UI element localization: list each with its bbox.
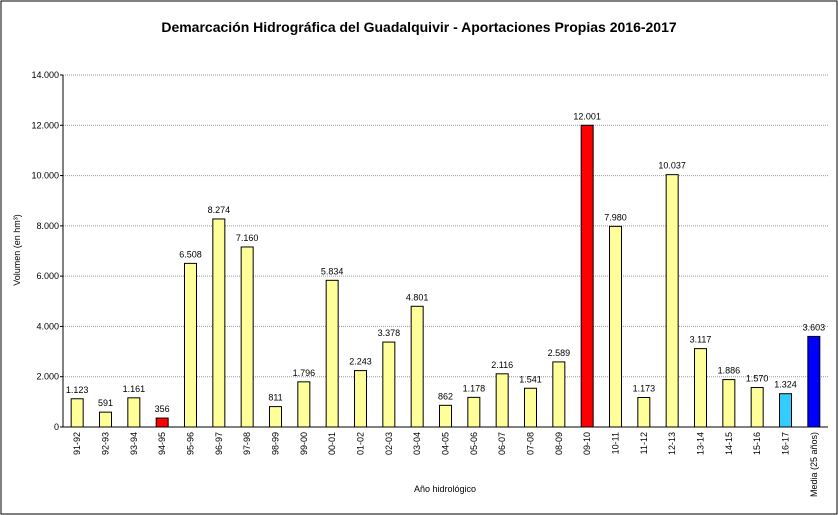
y-tick-label: 4.000 — [36, 321, 59, 331]
x-tick-label: 14-15 — [724, 432, 734, 455]
value-label: 1.796 — [293, 368, 316, 378]
y-tick-label: 6.000 — [36, 271, 59, 281]
bar — [694, 348, 707, 428]
value-label: 1.161 — [123, 384, 146, 394]
bar — [155, 417, 169, 428]
x-tick-label: 95-96 — [186, 432, 196, 455]
x-tick-label: 01-02 — [356, 432, 366, 455]
value-label: 6.508 — [179, 249, 202, 259]
bar — [70, 398, 84, 428]
x-tick-label: 03-04 — [412, 432, 422, 455]
value-label: 10.037 — [658, 161, 686, 171]
bar — [779, 393, 792, 428]
x-tick-label: Media (25 años) — [809, 432, 819, 497]
x-tick-label: 00-01 — [327, 432, 337, 455]
value-label: 3.603 — [803, 322, 826, 332]
value-label: 1.123 — [66, 385, 89, 395]
value-label: 1.324 — [774, 380, 797, 390]
bar — [325, 279, 339, 428]
bar — [382, 341, 396, 428]
x-tick-label: 96-97 — [214, 432, 224, 455]
bar — [240, 246, 254, 428]
x-tick-label: 12-13 — [667, 432, 677, 455]
x-tick-label: 15-16 — [752, 432, 762, 455]
bar — [269, 406, 282, 428]
x-tick-label: 13-14 — [696, 432, 706, 455]
bar — [354, 370, 367, 428]
bar — [212, 218, 226, 428]
x-tick-label: 16-17 — [781, 432, 791, 455]
value-label: 8.274 — [208, 205, 231, 215]
x-tick-label: 92-93 — [101, 432, 111, 455]
value-label: 12.001 — [573, 111, 601, 121]
x-tick-label: 97-98 — [242, 432, 252, 455]
x-tick-label: 94-95 — [157, 432, 167, 455]
x-tick-label: 08-09 — [554, 432, 564, 455]
bar — [722, 379, 736, 428]
bar — [495, 373, 509, 428]
chart-title: Demarcación Hidrográfica del Guadalquivi… — [161, 19, 677, 35]
value-label: 1.541 — [519, 374, 542, 384]
y-tick-label: 2.000 — [36, 372, 59, 382]
value-label: 4.801 — [406, 292, 429, 302]
bar — [467, 396, 481, 428]
y-tick-label: 10.000 — [31, 171, 59, 181]
bar — [750, 387, 764, 428]
bar — [552, 361, 566, 428]
x-tick-label: 02-03 — [384, 432, 394, 455]
value-label: 3.378 — [378, 328, 401, 338]
bar — [297, 381, 311, 428]
value-label: 591 — [98, 398, 113, 408]
y-tick-label: 14.000 — [31, 70, 59, 80]
value-label: 862 — [438, 391, 453, 401]
x-tick-label: 05-06 — [469, 432, 479, 455]
value-label: 2.116 — [491, 360, 513, 370]
bar — [127, 397, 141, 428]
x-tick-label: 93-94 — [129, 432, 139, 455]
y-tick-label: 8.000 — [36, 221, 59, 231]
value-label: 2.243 — [349, 357, 372, 367]
value-label: 2.589 — [548, 348, 571, 358]
bar — [580, 124, 594, 428]
y-tick-label: 0 — [54, 422, 59, 432]
x-tick-label: 09-10 — [582, 432, 592, 455]
value-label: 1.173 — [633, 384, 656, 394]
value-label: 356 — [155, 404, 170, 414]
bar — [184, 262, 197, 428]
value-label: 811 — [268, 393, 282, 403]
x-tick-label: 91-92 — [72, 432, 82, 455]
value-label: 1.886 — [718, 366, 741, 376]
bar — [524, 387, 537, 428]
x-axis-label: Año hidrológico — [414, 484, 476, 494]
value-label: 1.570 — [746, 374, 769, 384]
bar — [439, 404, 452, 428]
bar — [410, 305, 424, 428]
value-label: 5.834 — [321, 266, 344, 276]
value-label: 7.980 — [604, 212, 627, 222]
x-tick-label: 99-00 — [299, 432, 309, 455]
bar — [637, 397, 651, 428]
y-tick-label: 12.000 — [31, 120, 59, 130]
bar — [665, 174, 679, 428]
bar — [99, 411, 112, 428]
value-label: 1.178 — [463, 383, 486, 393]
x-tick-label: 04-05 — [441, 432, 451, 455]
y-axis-label: Volumen (en hm³) — [12, 214, 22, 286]
x-tick-label: 98-99 — [271, 432, 281, 455]
value-label: 7.160 — [236, 233, 259, 243]
bar — [609, 225, 622, 428]
x-tick-label: 07-08 — [526, 432, 536, 455]
x-tick-label: 10-11 — [611, 432, 621, 454]
value-label: 3.117 — [690, 335, 712, 345]
bar — [807, 335, 821, 428]
x-tick-label: 11-12 — [639, 432, 649, 454]
x-tick-label: 06-07 — [497, 432, 507, 455]
